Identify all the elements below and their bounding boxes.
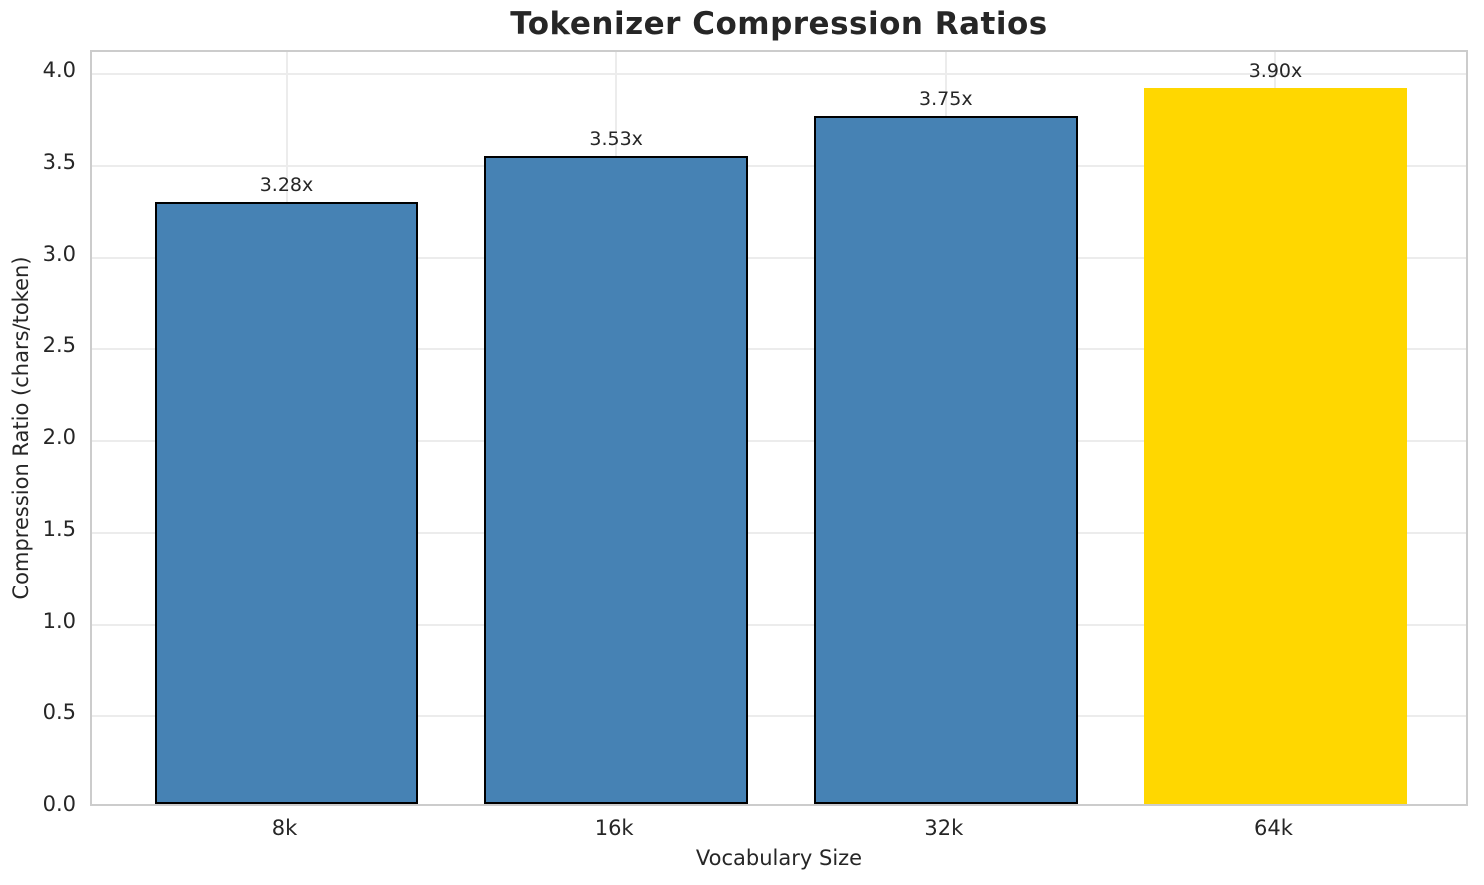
chart-title: Tokenizer Compression Ratios <box>510 6 1048 42</box>
y-tick-label: 0.5 <box>42 700 76 725</box>
y-tick-label: 1.0 <box>42 608 76 633</box>
bar-16k <box>484 156 749 804</box>
y-gridline <box>92 623 1466 626</box>
y-tick-label: 3.0 <box>42 241 76 266</box>
bar-value-label: 3.90x <box>1248 60 1303 83</box>
x-tick-label: 32k <box>924 816 964 840</box>
x-tick-label: 8k <box>271 816 298 840</box>
x-tick-label: 16k <box>594 816 634 840</box>
x-tick-label: 64k <box>1254 816 1293 840</box>
bar-value-label: 3.28x <box>259 174 314 197</box>
bar-value-label: 3.75x <box>919 87 973 110</box>
y-gridline <box>92 715 1466 718</box>
y-gridline <box>92 73 1466 76</box>
y-tick-label: 0.0 <box>42 792 76 816</box>
y-gridline <box>92 256 1466 259</box>
y-gridline <box>92 531 1466 534</box>
y-tick-label: 2.5 <box>42 333 76 358</box>
y-tick-label: 2.0 <box>42 425 76 449</box>
y-gridline <box>92 440 1466 442</box>
bar-32k <box>813 115 1078 804</box>
y-gridline <box>92 348 1466 351</box>
y-tick-label: 1.5 <box>42 516 76 541</box>
bar-64k <box>1143 88 1408 804</box>
y-tick-label: 4.0 <box>42 58 76 83</box>
plot-area: 3.28x 3.53x 3.75x 3.90x <box>90 50 1468 806</box>
x-axis-label: Vocabulary Size <box>695 846 863 870</box>
bar-value-label: 3.53x <box>589 128 643 151</box>
y-tick-label: 3.5 <box>42 149 76 174</box>
y-gridline <box>92 164 1466 167</box>
bar-8k <box>154 202 419 804</box>
